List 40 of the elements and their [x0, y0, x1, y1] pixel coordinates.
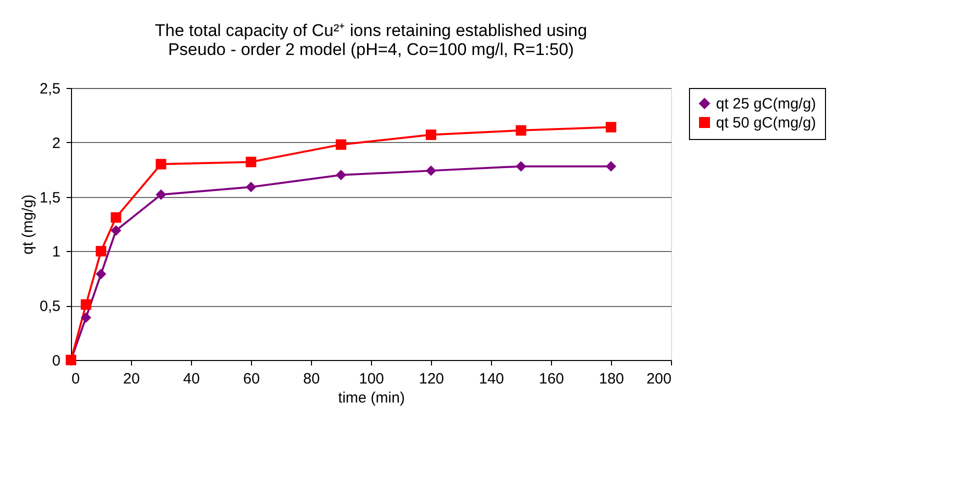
point [336, 170, 346, 180]
point [426, 165, 436, 176]
point [426, 130, 436, 140]
point [156, 189, 166, 200]
x-tick-label: 80 [303, 370, 320, 388]
x-tick-label: 200 [646, 370, 672, 388]
y-tick-label: 2,5 [40, 80, 60, 98]
x-tick-label: 60 [243, 370, 260, 388]
point [246, 156, 256, 168]
x-axis-title: time (min) [338, 390, 405, 406]
point [96, 246, 106, 256]
y-tick-label: 0 [52, 352, 60, 370]
x-tick-label: 140 [478, 370, 504, 388]
chart-title: The total capacity of Cu²⁺ ions retaining established using Pseudo - order 2 model (pH=4, Co=100 mg/l, R=1:50) [154, 21, 588, 59]
x-tick-label: 20 [123, 370, 140, 388]
y-axis-title: qt (mg/g) [20, 194, 37, 255]
point [96, 268, 106, 280]
point [516, 161, 526, 172]
point [606, 122, 616, 132]
point [246, 182, 256, 192]
x-tick-label: 0 [72, 370, 80, 388]
point [80, 299, 92, 310]
point [606, 161, 616, 172]
point [80, 312, 92, 323]
y-tick-label: 1 [52, 244, 60, 261]
legend-label: qt 25 gC(mg/g) [716, 96, 816, 112]
x-tick-label: 100 [358, 370, 384, 388]
x-tick-label: 120 [418, 370, 444, 388]
y-tick-label: 2 [52, 134, 60, 152]
point [156, 158, 166, 170]
x-tick-label: 180 [598, 370, 624, 388]
y-tick-label: 1,5 [40, 189, 60, 206]
y-tick-label: 0,5 [40, 298, 60, 316]
legend-label: qt 50 gC(mg/g) [716, 114, 816, 132]
point [516, 125, 526, 136]
x-tick-label: 40 [183, 370, 200, 388]
point [336, 139, 346, 150]
point [110, 225, 122, 236]
point [110, 212, 122, 223]
x-tick-label: 160 [538, 370, 564, 388]
